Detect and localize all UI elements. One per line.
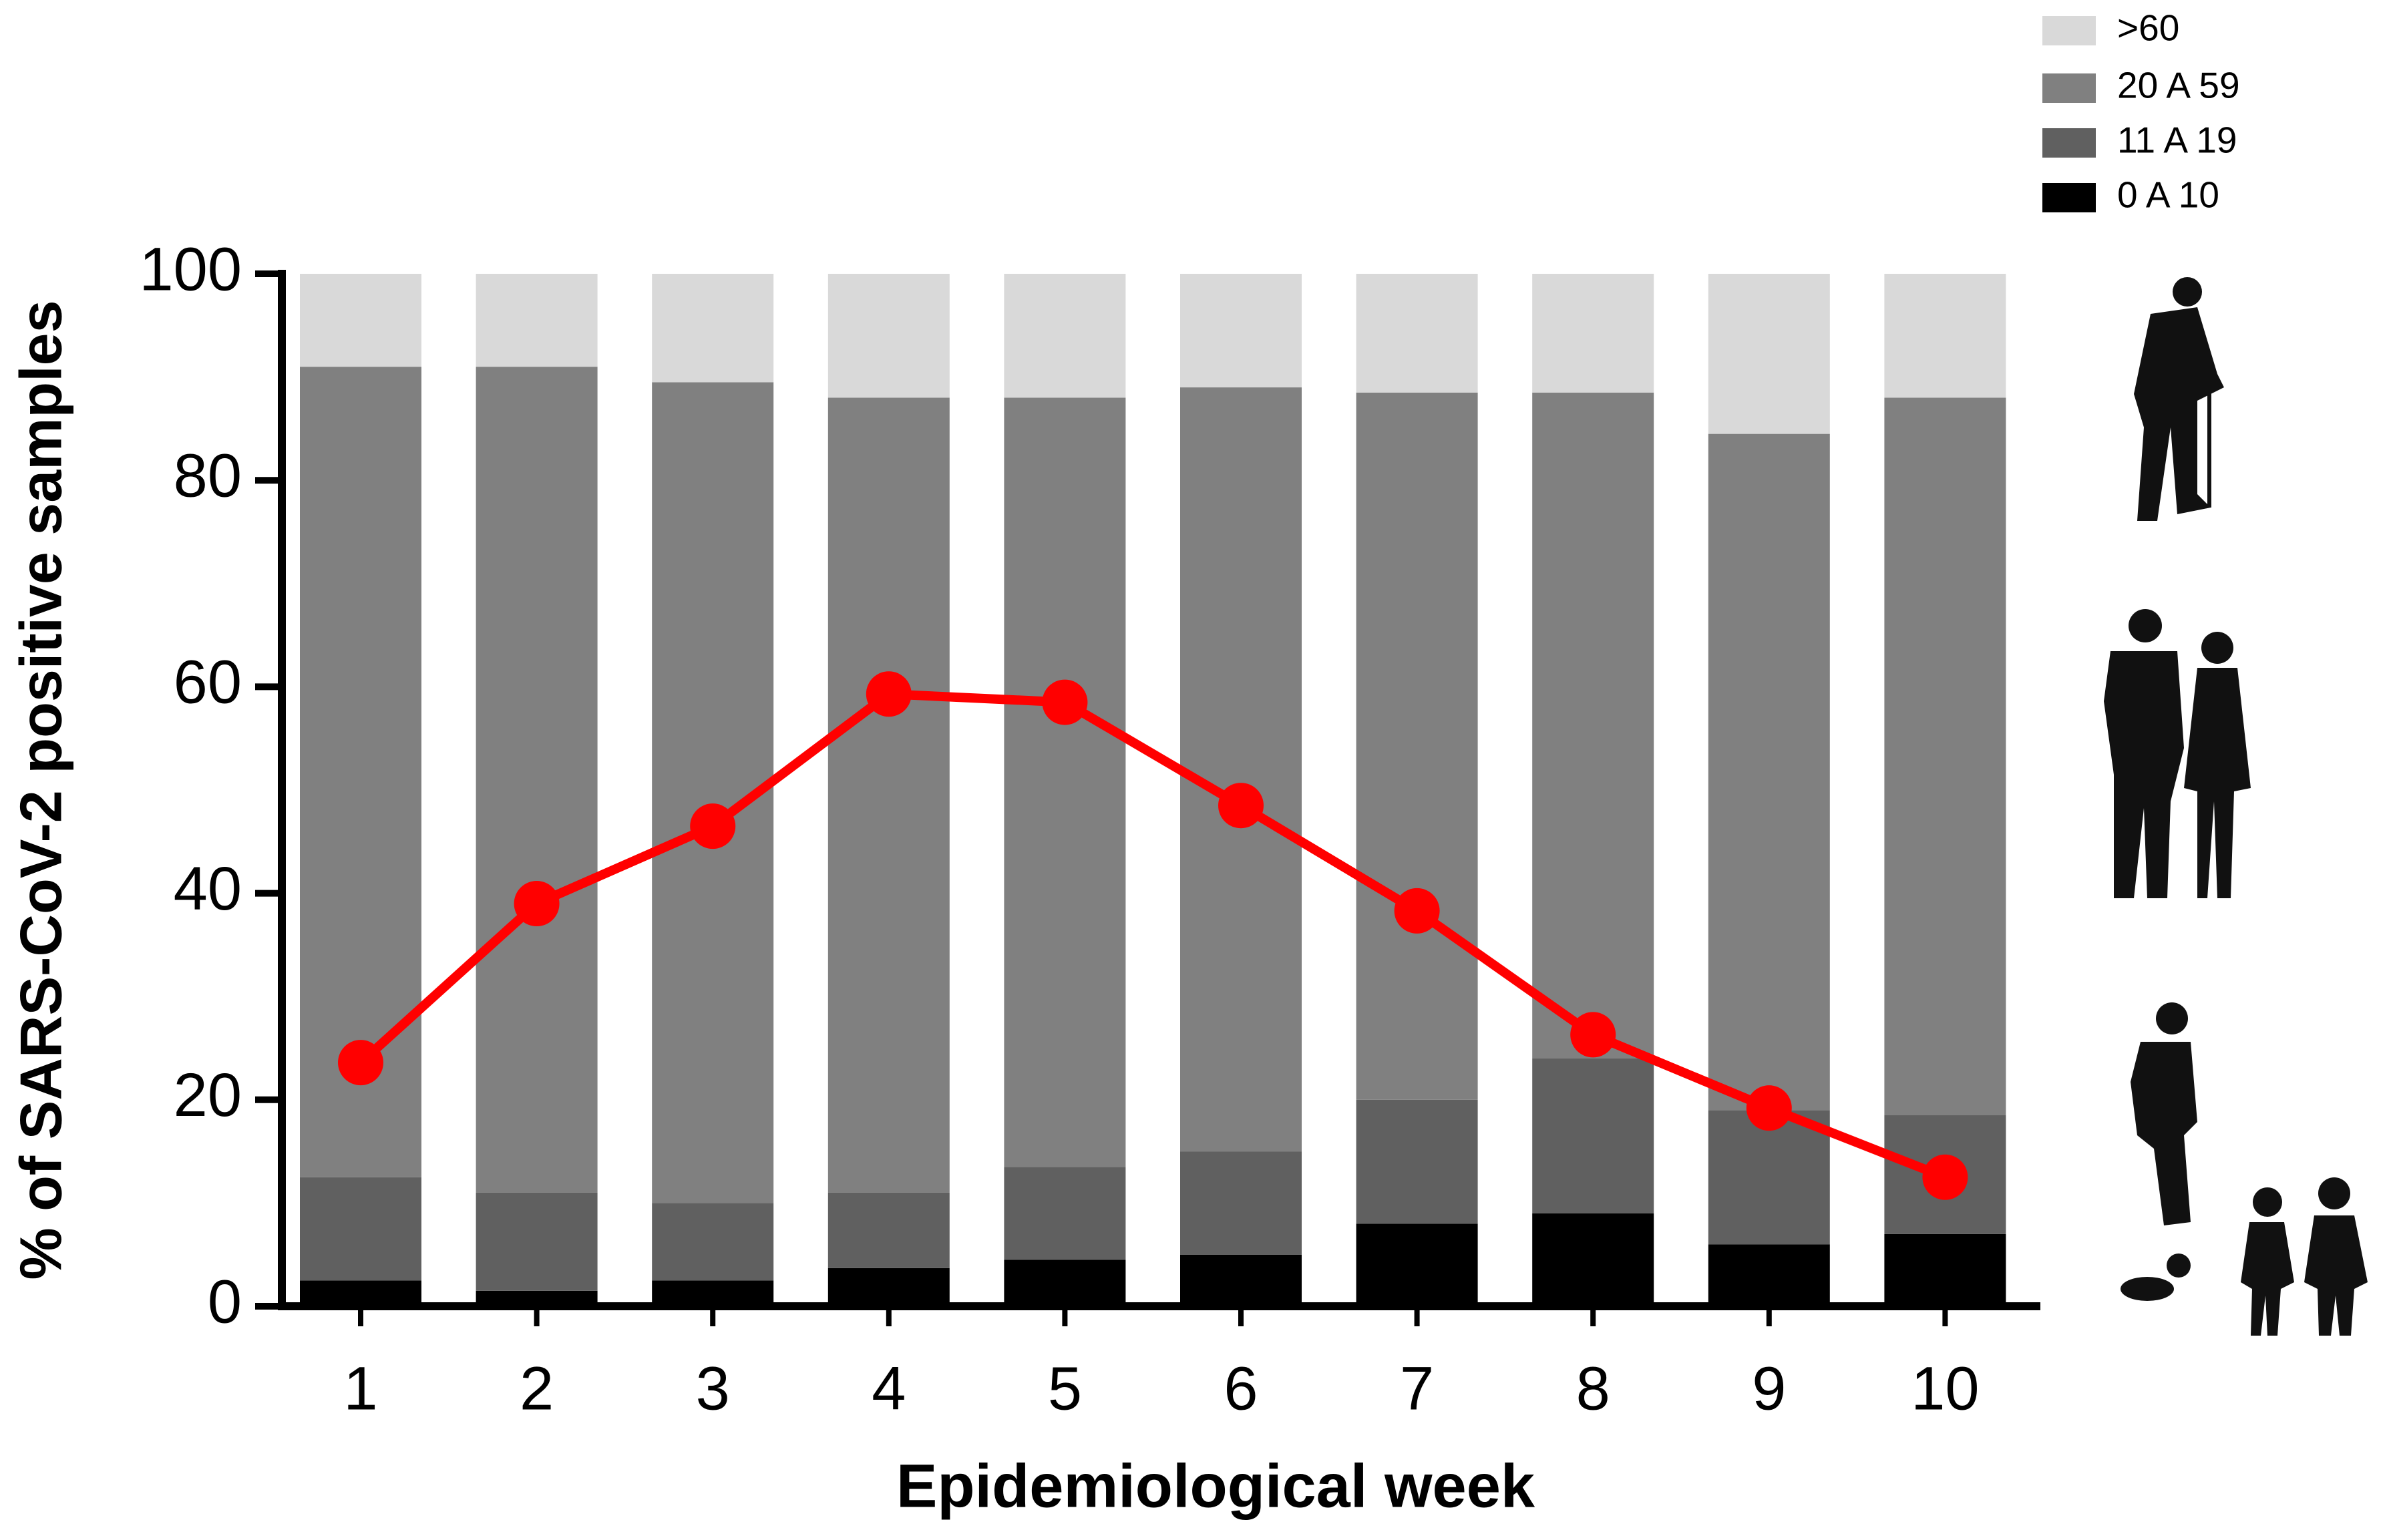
- line-point: [1042, 679, 1088, 725]
- bar-segment: [652, 1280, 774, 1306]
- bar-segment: [1708, 274, 1830, 434]
- bar-segment: [1004, 1167, 1126, 1260]
- bar-segment: [1884, 274, 2006, 398]
- bar-segment: [828, 1192, 950, 1268]
- legend-swatch: [2042, 73, 2096, 103]
- bar-segment: [828, 397, 950, 1193]
- y-tick-label: 80: [174, 441, 242, 510]
- y-tick-label: 60: [174, 648, 242, 717]
- legend-label: >60: [2117, 7, 2179, 49]
- bar-segment: [300, 1177, 421, 1281]
- bar-segment: [1180, 387, 1302, 1152]
- line-point: [1394, 888, 1440, 934]
- y-tick-label: 20: [174, 1061, 242, 1129]
- legend-swatch: [2042, 128, 2096, 158]
- bar-segment: [1180, 1254, 1302, 1306]
- line-point: [1746, 1085, 1792, 1131]
- line-point: [866, 671, 912, 717]
- bar-segment: [652, 1203, 774, 1281]
- bar-segment: [476, 274, 598, 367]
- bar-segment: [1532, 1058, 1654, 1213]
- x-tick-label: 1: [343, 1354, 377, 1422]
- y-tick-label: 0: [208, 1268, 242, 1336]
- bar-segment: [1180, 1151, 1302, 1255]
- bar-segment: [476, 367, 598, 1193]
- bar-segment: [828, 1268, 950, 1306]
- bar-segment: [300, 274, 421, 367]
- line-point: [1570, 1012, 1616, 1058]
- bar-segment: [1708, 1244, 1830, 1306]
- line: [357, 689, 1947, 1182]
- line-point: [514, 881, 560, 927]
- y-axis-title: % of SARS-CoV-2 positive samples: [7, 300, 73, 1280]
- bar-segment: [1180, 274, 1302, 388]
- bar-segment: [652, 274, 774, 383]
- bar-segment: [1004, 274, 1126, 398]
- x-tick-label: 5: [1048, 1354, 1082, 1422]
- bar-segment: [1356, 392, 1478, 1100]
- bar-segment: [1532, 392, 1654, 1058]
- x-tick-label: 9: [1752, 1354, 1786, 1422]
- x-tick-label: 6: [1224, 1354, 1258, 1422]
- x-tick-label: 4: [872, 1354, 906, 1422]
- bar-segment: [476, 1192, 598, 1291]
- bar-segment: [1356, 1223, 1478, 1306]
- line-point: [338, 1040, 383, 1086]
- x-tick-label: 10: [1911, 1354, 1979, 1422]
- x-tick-label: 8: [1576, 1354, 1610, 1422]
- legend-label: 11 A 19: [2117, 120, 2237, 161]
- bar-segment: [1004, 1260, 1126, 1306]
- bar-segment: [1356, 1099, 1478, 1224]
- bar-segment: [1884, 397, 2006, 1115]
- y-tick-label: 40: [174, 855, 242, 923]
- bar-segment: [300, 1280, 421, 1306]
- silhouettes: [2104, 277, 2368, 1336]
- legend-swatch: [2042, 183, 2096, 212]
- bar-segment: [1884, 1233, 2006, 1306]
- x-axis-title: Epidemiological week: [896, 1452, 1535, 1520]
- legend-label: 0 A 10: [2117, 174, 2219, 216]
- x-tick-label: 2: [520, 1354, 554, 1422]
- bar-segment: [828, 274, 950, 398]
- legend-swatch: [2042, 16, 2096, 45]
- bar-segment: [1532, 274, 1654, 393]
- x-tick-label: 7: [1400, 1354, 1434, 1422]
- x-tick-label: 3: [696, 1354, 730, 1422]
- legend-label: 20 A 59: [2117, 65, 2240, 106]
- y-tick-label: 100: [140, 235, 242, 303]
- bar-segment: [1708, 433, 1830, 1111]
- bar-segment: [1356, 274, 1478, 393]
- line-point: [1922, 1154, 1968, 1200]
- bar-segment: [1708, 1110, 1830, 1245]
- line-point: [690, 803, 736, 849]
- bar-segment: [1004, 397, 1126, 1167]
- bar-segment: [1532, 1213, 1654, 1306]
- line-point: [1218, 783, 1264, 829]
